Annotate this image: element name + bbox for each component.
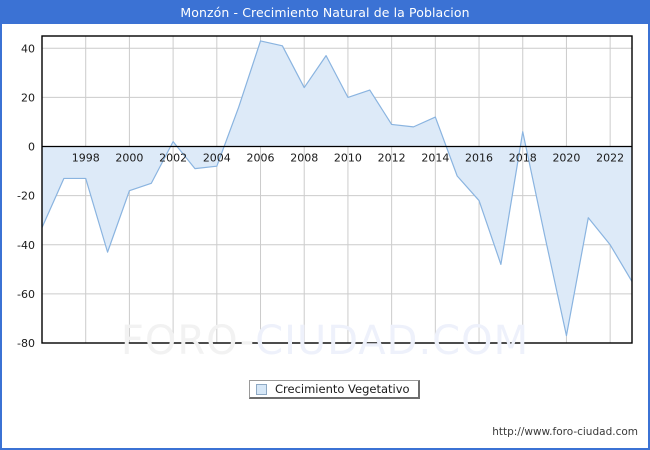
x-axis-tick-label: 2016: [465, 152, 493, 165]
plot-frame: [41, 35, 633, 344]
window-title-bar: Monzón - Crecimiento Natural de la Pobla…: [2, 2, 648, 24]
x-axis-tick-label: 1998: [72, 152, 100, 165]
x-axis-tick-label: 2018: [509, 152, 537, 165]
x-axis-tick-label: 2010: [334, 152, 362, 165]
series-area-crecimiento-vegetativo: [42, 40, 632, 336]
x-axis-tick-label: 2022: [596, 152, 624, 165]
x-axis-tick-label: 2000: [115, 152, 143, 165]
y-axis-tick-label: 20: [21, 91, 35, 104]
x-axis-tick-label: 2012: [378, 152, 406, 165]
chart-canvas: 40 20 0 -20 -40 -60 -80 1998 2000 2002 2004 2006 200…: [2, 24, 648, 448]
x-axis-tick-label: 2014: [421, 152, 449, 165]
x-axis-tick-label: 2006: [247, 152, 275, 165]
y-axis-tick-label: 40: [21, 42, 35, 55]
x-axis-tick-label: 2002: [159, 152, 187, 165]
x-axis-tick-label: 2004: [203, 152, 231, 165]
legend-swatch-icon: [256, 383, 267, 395]
x-axis-tick-label: 2020: [552, 152, 580, 165]
y-axis-tick-label: -20: [17, 190, 35, 203]
series-line-crecimiento-vegetativo: [41, 40, 633, 337]
y-axis-tick-label: -60: [17, 288, 35, 301]
y-axis-tick-label: -40: [17, 239, 35, 252]
chart-plot: 40 20 0 -20 -40 -60 -80 1998 2000 2002 2004 2006 200…: [17, 35, 633, 350]
page-title: Monzón - Crecimiento Natural de la Pobla…: [180, 5, 470, 20]
chart-legend: Crecimiento Vegetativo: [249, 380, 420, 399]
x-axis-tick-label: 2008: [290, 152, 318, 165]
legend-item-label: Crecimiento Vegetativo: [275, 382, 410, 396]
y-axis-tick-label: -80: [17, 337, 35, 350]
source-url: http://www.foro-ciudad.com: [492, 426, 638, 438]
y-axis-tick-label: 0: [28, 141, 35, 154]
